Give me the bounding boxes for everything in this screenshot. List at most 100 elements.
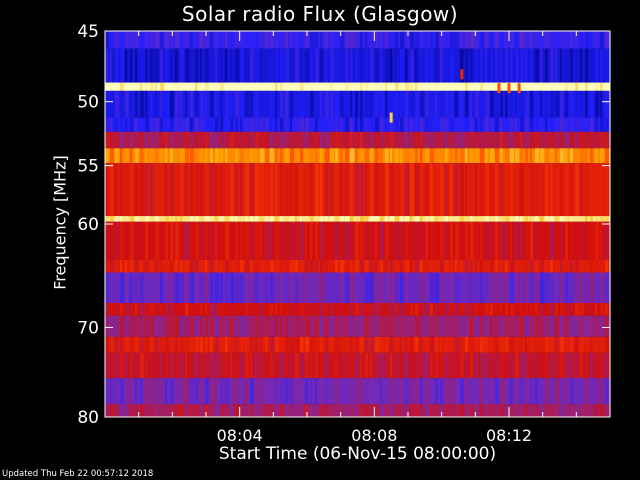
spectrogram-cell — [605, 148, 609, 164]
spectrogram-cell — [365, 404, 370, 417]
spectrogram-cell — [310, 148, 314, 164]
spectrogram-cell — [120, 272, 125, 304]
spectrogram-cell — [340, 48, 344, 83]
spectrogram-cell — [265, 216, 269, 222]
spectrogram-cell — [430, 303, 433, 316]
spectrogram-cell — [260, 404, 263, 417]
spectrogram-cell — [270, 378, 274, 405]
spectrogram-cell — [175, 163, 180, 217]
spectrogram-cell — [275, 404, 279, 417]
spectrogram-cell — [445, 163, 448, 217]
spectrogram-cell — [510, 272, 514, 304]
spectrogram-cell — [110, 163, 114, 217]
spectrogram-cell — [190, 148, 194, 164]
spectrogram-cell — [350, 404, 354, 417]
spectrogram-cell — [260, 315, 263, 337]
spectrogram-cell — [540, 31, 544, 49]
spectrogram-cell — [250, 148, 254, 164]
spectrogram-cell — [405, 216, 410, 222]
spectrogram-cell — [300, 31, 303, 49]
spectrogram-cell — [600, 82, 603, 91]
spectrogram-cell — [400, 352, 404, 379]
spectrogram-cell — [110, 221, 114, 260]
spectrogram-cell — [540, 352, 543, 379]
spectrogram-cell — [150, 378, 154, 405]
spectrogram-cell — [170, 31, 174, 49]
spectrogram-cell — [520, 31, 525, 49]
spectrogram-cell — [385, 82, 388, 91]
spectrogram-cell — [380, 48, 383, 83]
spectrogram-cell — [175, 131, 180, 149]
spectrogram-cell — [135, 221, 138, 260]
spectrogram-cell — [150, 404, 154, 417]
spectrogram-cell — [455, 117, 458, 132]
spectrogram-cell — [115, 404, 119, 417]
spectrogram-cell — [240, 336, 244, 353]
spectrogram-cell — [300, 163, 303, 217]
spectrogram-cell — [185, 31, 188, 49]
spectrogram-cell — [450, 221, 453, 260]
spectrogram-cell — [335, 31, 339, 49]
y-tick-label: 70 — [77, 318, 99, 338]
spectrogram-cell — [470, 378, 475, 405]
spectrogram-cell — [190, 117, 193, 132]
spectrogram-cell — [245, 31, 248, 49]
spectrogram-cell — [230, 221, 235, 260]
spectrogram-cell — [385, 90, 388, 118]
spectrogram-cell — [165, 90, 169, 118]
spectrogram-cell — [260, 131, 265, 149]
spectrogram-cell — [190, 82, 194, 91]
spectrogram-cell — [240, 48, 244, 83]
spectrogram-cell — [490, 221, 494, 260]
spectrogram-cell — [470, 303, 473, 316]
spectrogram-cell — [455, 303, 459, 316]
spectrogram-cell — [375, 48, 379, 83]
spectrogram-cell — [560, 131, 565, 149]
spectrogram-cell — [155, 148, 158, 164]
y-tick-label: 55 — [77, 157, 99, 177]
spectrogram-cell — [480, 48, 483, 83]
spectrogram-cell — [195, 303, 198, 316]
spectrogram-cell — [605, 272, 610, 304]
spectrogram-cell — [245, 404, 250, 417]
spectrogram-cell — [125, 131, 128, 149]
spectrogram-cell — [435, 315, 439, 337]
spectrogram-cell — [280, 259, 283, 273]
spectrogram-cell — [570, 216, 574, 222]
spectrogram-cell — [195, 90, 199, 118]
spectrogram-cell — [210, 216, 215, 222]
spectrogram-cell — [125, 48, 128, 83]
spectrogram-cell — [160, 31, 164, 49]
spectrogram-cell — [240, 378, 243, 405]
spectrogram-cell — [405, 90, 409, 118]
spectrogram-cell — [495, 336, 499, 353]
spectrogram-cell — [535, 272, 540, 304]
spectrogram-cell — [215, 404, 220, 417]
spectrogram-cell — [310, 378, 313, 405]
spectrogram-cell — [415, 404, 419, 417]
spectrogram-cell — [510, 48, 514, 83]
spectrogram-cell — [115, 117, 118, 132]
spectrogram-cell — [260, 117, 263, 132]
spectrogram-cell — [325, 148, 330, 164]
spectrogram-cell — [380, 259, 383, 273]
spectrogram-cell — [250, 336, 254, 353]
spectrogram-cell — [220, 131, 224, 149]
spectrogram-cell — [555, 404, 558, 417]
spectrogram-cell — [240, 90, 244, 118]
spectrogram-cell — [360, 82, 363, 91]
spectrogram-cell — [345, 48, 349, 83]
spectrogram-cell — [295, 315, 299, 337]
spectrogram-cell — [275, 303, 278, 316]
spectrogram-cell — [465, 117, 469, 132]
spectrogram-cell — [145, 378, 150, 405]
spectrogram-cell — [600, 216, 604, 222]
spectrogram-cell — [570, 82, 574, 91]
spectrogram-cell — [345, 378, 348, 405]
spectrogram-cell — [160, 404, 164, 417]
spectrogram-cell — [200, 259, 205, 273]
spectrogram-cell — [135, 336, 138, 353]
spectrogram-cell — [355, 90, 359, 118]
spectrogram-cell — [230, 90, 233, 118]
spectrogram-cell — [530, 163, 535, 217]
